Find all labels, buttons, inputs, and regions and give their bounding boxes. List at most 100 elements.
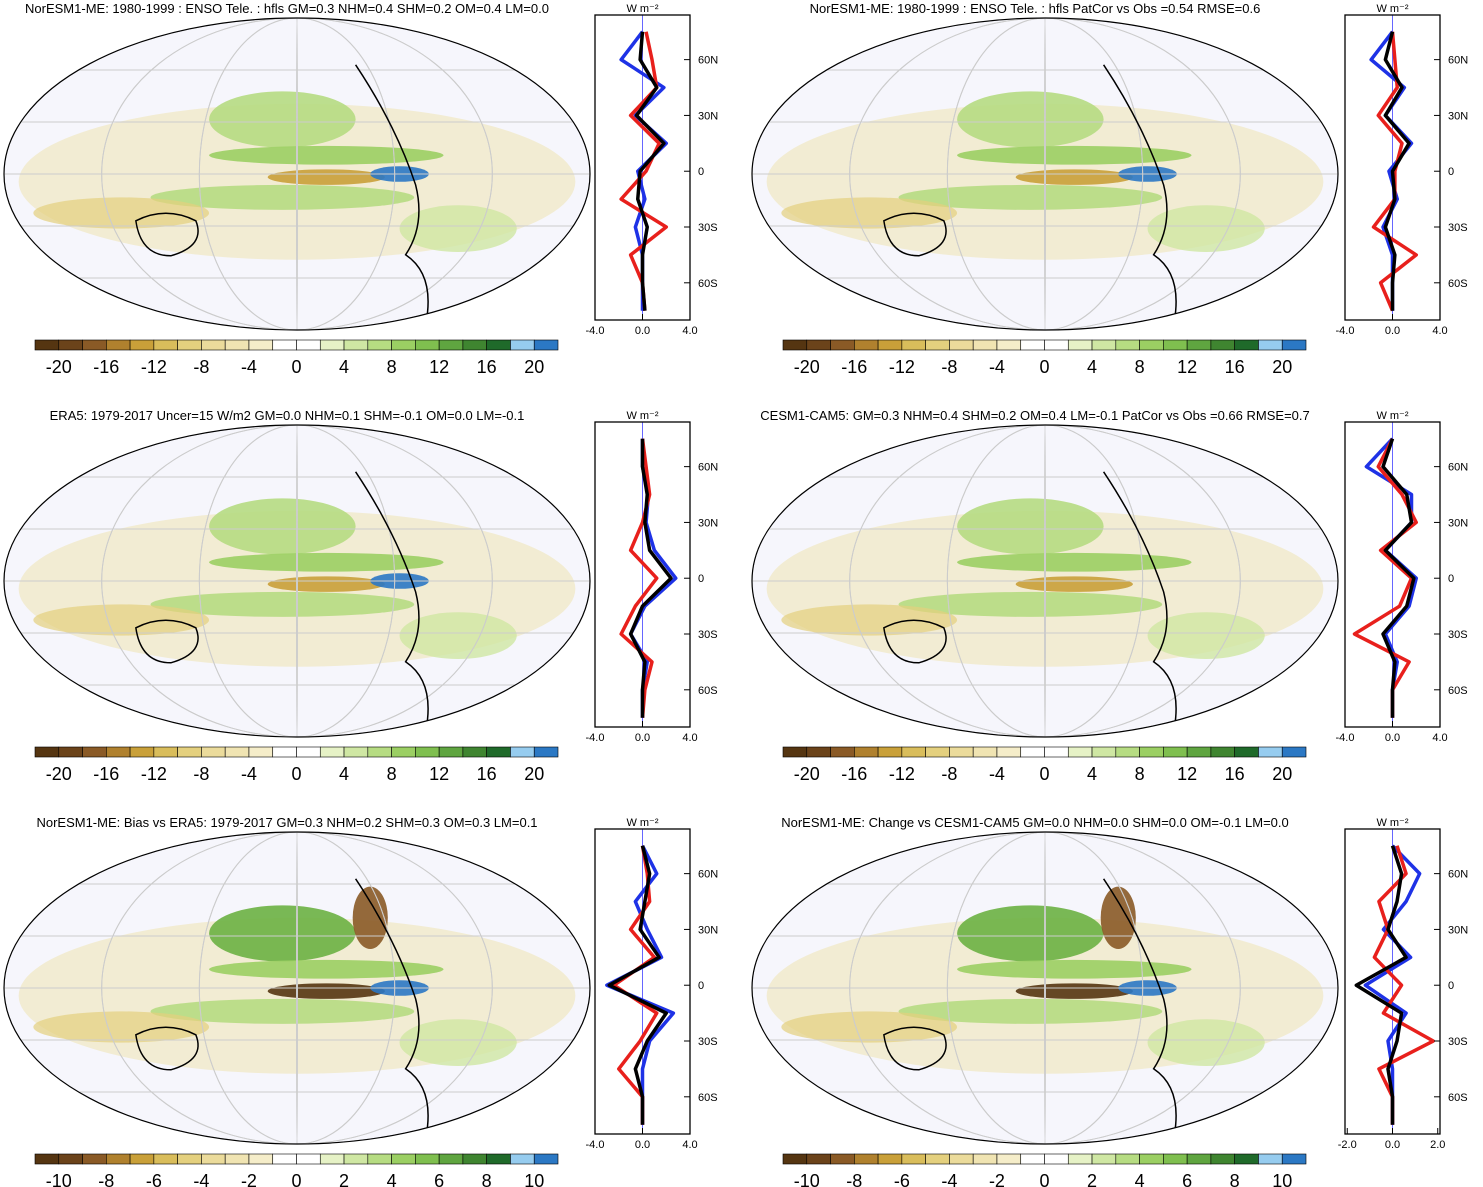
colorbar-label: -10 [46, 1171, 72, 1187]
y-tick-label: 30N [1448, 110, 1468, 122]
colorbar-box [82, 1153, 107, 1165]
colorbar-box [925, 1153, 950, 1165]
graticule [296, 18, 298, 330]
colorbar-box [224, 339, 250, 351]
coastline [135, 1026, 199, 1071]
colorbar-box [58, 746, 83, 758]
field-patch [267, 576, 385, 592]
y-tick-label: 30N [698, 110, 718, 122]
colorbar-box [391, 339, 416, 351]
colorbar-box [1020, 746, 1045, 758]
y-tick-label: 30N [1448, 517, 1468, 529]
colorbar-box [996, 339, 1022, 351]
y-tick-label: 60S [698, 1092, 718, 1104]
colorbar-label: 10 [1272, 1171, 1292, 1187]
colorbar-label: -12 [141, 357, 167, 377]
colorbar-box [533, 339, 559, 351]
coastline [1102, 64, 1177, 325]
panel: CESM1-CAM5: GM=0.3 NHM=0.4 SHM=0.2 OM=0.… [751, 408, 1468, 784]
colorbar-label: -2 [241, 1171, 257, 1187]
field-patch [209, 91, 356, 148]
profile-line [1372, 845, 1435, 1125]
panel-title: ERA5: 1979-2017 Uncer=15 W/m2 GM=0.0 NHM… [50, 408, 525, 423]
coastline [135, 212, 199, 257]
profile-line [1383, 31, 1411, 311]
colorbar-box [224, 746, 250, 758]
y-tick-label: 60N [1448, 55, 1468, 67]
colorbar-box [782, 339, 808, 351]
field-patch [898, 591, 1163, 617]
colorbar-box [1281, 746, 1307, 758]
y-tick-label: 30S [1448, 1036, 1468, 1048]
colorbar-box [272, 1153, 297, 1165]
colorbar-box [34, 339, 60, 351]
colorbar-box [949, 1153, 974, 1165]
colorbar-box [1067, 746, 1093, 758]
colorbar-box [877, 746, 903, 758]
y-tick-label: 30S [1448, 222, 1468, 234]
graticule [101, 425, 493, 737]
colorbar-box [319, 1153, 345, 1165]
graticule [198, 425, 396, 737]
colorbar-box [248, 1153, 274, 1165]
colorbar-box [343, 1153, 369, 1165]
colorbar-label: 20 [1272, 764, 1292, 784]
profile-line [1352, 437, 1418, 718]
colorbar-box [1091, 339, 1117, 351]
colorbar-label: -4 [989, 357, 1005, 377]
coastline [1102, 471, 1177, 732]
colorbar-box [925, 746, 950, 758]
field-patch [209, 552, 444, 572]
colorbar-box [996, 746, 1022, 758]
colorbar-box [1139, 339, 1164, 351]
colorbar-box [319, 746, 345, 758]
colorbar-label: 8 [482, 1171, 492, 1187]
colorbar-label: -16 [841, 357, 867, 377]
colorbar-label: -12 [141, 764, 167, 784]
colorbar-label: -20 [46, 357, 72, 377]
colorbar-box [438, 746, 464, 758]
colorbar-box [1044, 339, 1069, 351]
x-tick-label: -4.0 [1336, 325, 1355, 337]
colorbar-box [854, 746, 879, 758]
field-patch [957, 91, 1104, 148]
profile-line [628, 438, 673, 718]
colorbar-box [486, 339, 511, 351]
map-border [751, 424, 1339, 738]
graticule [101, 832, 493, 1144]
colorbar-label: 2 [339, 1171, 349, 1187]
colorbar-box [901, 1153, 926, 1165]
colorbar-box [1258, 339, 1283, 351]
graticule [946, 832, 1144, 1144]
panel: NorESM1-ME: Bias vs ERA5: 1979-2017 GM=0… [3, 815, 718, 1187]
colorbar-label: 12 [1177, 357, 1197, 377]
colorbar-box [1186, 339, 1212, 351]
map-field [4, 18, 590, 330]
colorbar-label: 16 [1225, 357, 1245, 377]
colorbar-box [415, 1153, 440, 1165]
colorbar-box [1044, 746, 1069, 758]
field-patch [399, 1019, 517, 1066]
colorbar-box [1139, 746, 1164, 758]
colorbar-label: -4 [989, 764, 1005, 784]
colorbar-box [106, 746, 131, 758]
colorbar-box [34, 746, 60, 758]
x-tick-label: -4.0 [1336, 732, 1355, 744]
profile-line [619, 31, 668, 311]
y-tick-label: 30S [698, 1036, 718, 1048]
colorbar-box [533, 746, 559, 758]
field-patch [781, 604, 958, 636]
colorbar-label: 16 [1225, 764, 1245, 784]
field-patch [33, 604, 210, 636]
colorbar-label: -2 [989, 1171, 1005, 1187]
colorbar-box [34, 1153, 60, 1165]
profile-line [605, 844, 676, 1125]
colorbar-box [367, 339, 392, 351]
field-patch [781, 1011, 958, 1043]
colorbar-label: -12 [889, 764, 915, 784]
field-patch [1015, 169, 1133, 185]
colorbar-label: 0 [1039, 764, 1049, 784]
colorbar-label: 16 [477, 764, 497, 784]
colorbar-label: 4 [1087, 357, 1097, 377]
colorbar-box [106, 1153, 131, 1165]
